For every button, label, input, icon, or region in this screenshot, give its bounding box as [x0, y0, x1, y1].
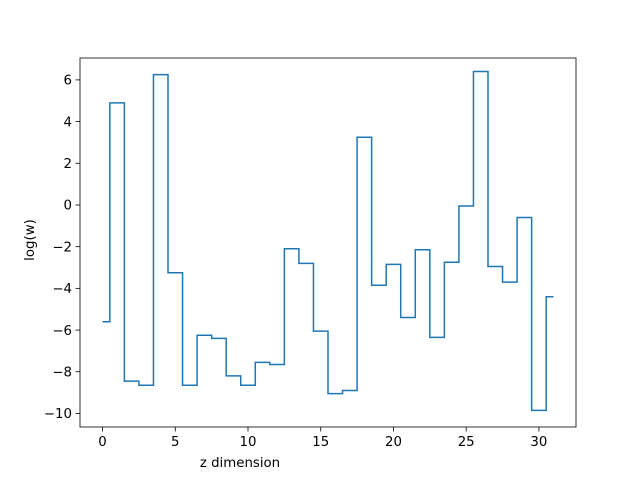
- y-tick-label: −6: [52, 324, 72, 339]
- series-line: [102, 70, 554, 412]
- y-tick-label: 4: [64, 115, 72, 130]
- axis-ticks: 0 5 10 15 20 25 30 −10 −8 −6 −4 −2 0 2 4 6: [44, 74, 548, 450]
- y-tick-label: −2: [52, 240, 72, 255]
- y-tick-label: −8: [52, 365, 72, 380]
- plot-area: [79, 57, 577, 428]
- x-tick-label: 0: [98, 435, 106, 450]
- x-tick-label: 30: [530, 435, 547, 450]
- x-axis-label: z dimension: [200, 456, 280, 471]
- x-tick-label: 5: [171, 435, 179, 450]
- y-tick-label: 2: [64, 157, 72, 172]
- y-tick-label: −10: [44, 407, 72, 422]
- y-tick-label: 6: [64, 74, 72, 89]
- x-tick-label: 15: [312, 435, 329, 450]
- y-axis-label: log(w): [23, 219, 38, 261]
- axes-frame: [79, 57, 577, 428]
- x-tick-label: 10: [240, 435, 257, 450]
- x-tick-label: 25: [458, 435, 475, 450]
- y-tick-label: 0: [64, 199, 72, 214]
- y-tick-label: −4: [52, 282, 72, 297]
- x-tick-label: 20: [385, 435, 402, 450]
